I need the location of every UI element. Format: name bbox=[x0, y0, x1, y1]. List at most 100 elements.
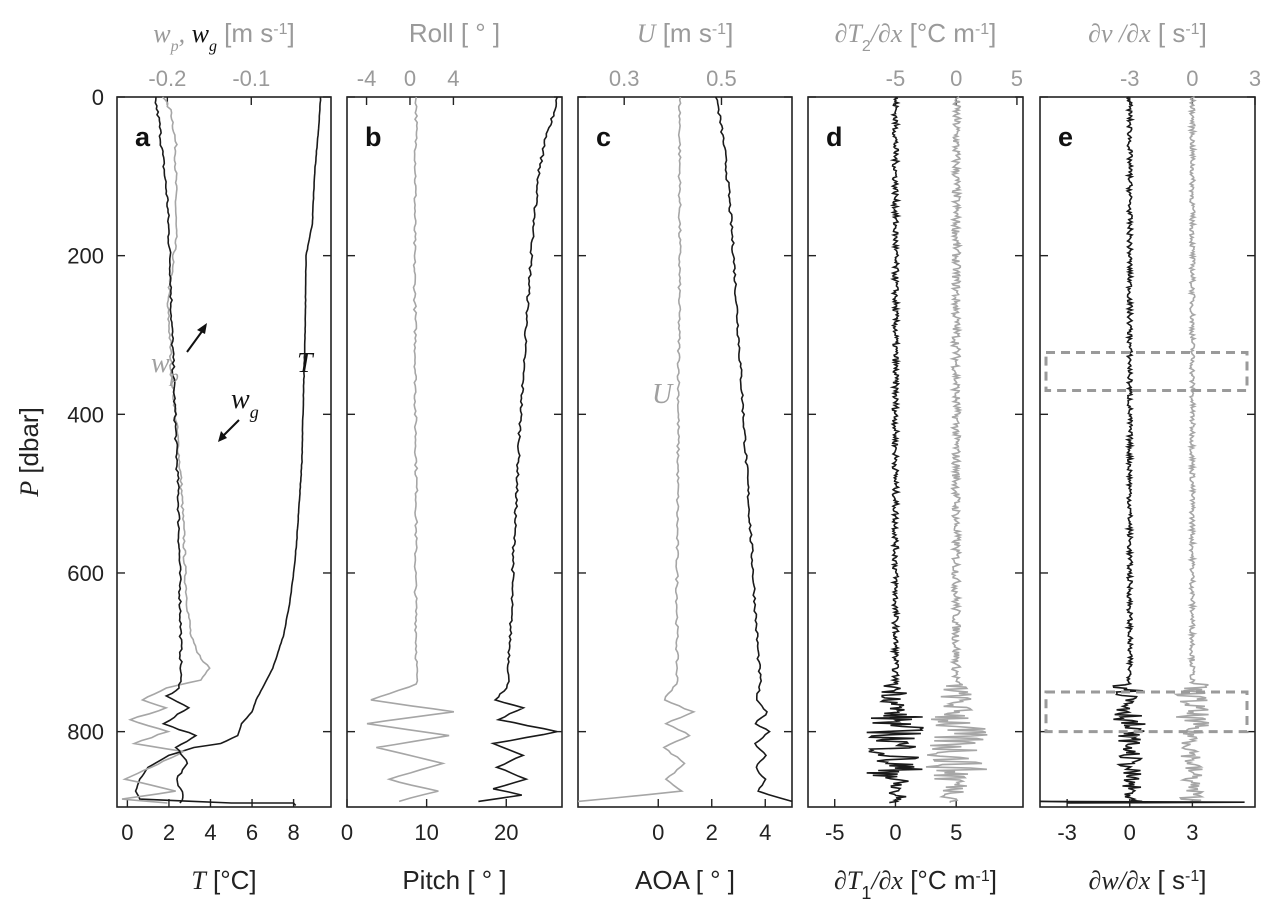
arrowhead-wg bbox=[218, 431, 227, 442]
series-wp-a bbox=[121, 96, 211, 804]
y-axis-unit: [dbar] bbox=[14, 407, 44, 481]
label-part: p bbox=[168, 366, 179, 386]
x-tick-label-bottom: 0 bbox=[889, 820, 901, 845]
x-tick-label-top: -3 bbox=[1120, 66, 1140, 91]
label-part: g bbox=[209, 38, 217, 55]
dashed-box-2 bbox=[1044, 690, 1249, 734]
x-tick-label-bottom: -3 bbox=[1057, 820, 1077, 845]
x-axis-title-top-c: U [m s-1] bbox=[637, 18, 734, 48]
dashed-box-1 bbox=[1044, 350, 1249, 393]
arrow-wg bbox=[222, 419, 240, 437]
label-part: ] bbox=[288, 18, 295, 48]
y-axis-var: P bbox=[15, 481, 44, 498]
y-axis-title-text: P [dbar] bbox=[14, 407, 44, 498]
series-bottom-gradient-e bbox=[1039, 96, 1245, 804]
y-tick-label: 600 bbox=[67, 561, 104, 586]
x-tick-label-top: 0 bbox=[404, 66, 416, 91]
y-tick-label: 400 bbox=[67, 402, 104, 427]
annotation-wp: wp bbox=[151, 348, 179, 386]
panel-letter-d: d bbox=[826, 122, 843, 152]
label-part: -1 bbox=[975, 21, 989, 38]
label-part: p bbox=[170, 38, 179, 55]
x-tick-label-top: -4 bbox=[357, 66, 377, 91]
label-part: ∂T bbox=[835, 19, 864, 48]
label-part: [°C] bbox=[206, 865, 257, 895]
x-tick-label-bottom: 10 bbox=[414, 820, 438, 845]
x-tick-label-top: 0.5 bbox=[706, 66, 737, 91]
x-axis-title-top-b: Roll [ ° ] bbox=[409, 18, 500, 48]
arrow-wp bbox=[186, 329, 204, 353]
x-tick-label-bottom: 8 bbox=[287, 820, 299, 845]
label-part: 2 bbox=[862, 38, 871, 55]
panel-letter-e: e bbox=[1058, 122, 1073, 152]
label-part: -1 bbox=[712, 21, 726, 38]
series-Pitch-b bbox=[478, 96, 559, 803]
y-axis-title: P [dbar] bbox=[14, 407, 44, 498]
x-tick-label-top: -0.1 bbox=[232, 66, 270, 91]
label-part: [m s bbox=[655, 18, 711, 48]
x-axis-title-top-d: ∂T2/∂x [°C m-1] bbox=[835, 18, 997, 55]
x-tick-label-top: 4 bbox=[447, 66, 459, 91]
label-part: , bbox=[179, 19, 192, 48]
x-tick-label-top: 0 bbox=[950, 66, 962, 91]
panel-letter-c: c bbox=[596, 122, 611, 152]
panel-letter-b: b bbox=[365, 122, 382, 152]
label-part: /∂x bbox=[869, 866, 903, 895]
x-axis-title-bottom-a: T [°C] bbox=[191, 865, 256, 895]
x-tick-label-top: -5 bbox=[886, 66, 906, 91]
label-part: ∂w/∂x bbox=[1089, 866, 1151, 895]
x-tick-label-top: -0.2 bbox=[148, 66, 186, 91]
x-tick-label-bottom: 2 bbox=[163, 820, 175, 845]
label-part: 1 bbox=[861, 883, 871, 899]
label-part: [ s bbox=[1151, 18, 1186, 48]
series-wg-a bbox=[154, 96, 198, 804]
label-part: T bbox=[191, 866, 207, 895]
panels-layer: 0 2 4 6 8-0.2 -0.1aT [°C]wp, wg [m s-1]wpwgT0… bbox=[67, 18, 1261, 899]
panel-a-frame bbox=[116, 96, 332, 808]
series-top-gradient-d bbox=[925, 96, 988, 803]
x-tick-label-bottom: 4 bbox=[204, 820, 216, 845]
label-part: ∂v /∂x bbox=[1088, 19, 1151, 48]
x-tick-label-bottom: 4 bbox=[759, 820, 771, 845]
x-tick-label-bottom: 2 bbox=[706, 820, 718, 845]
label-part: /∂x bbox=[869, 19, 903, 48]
panel-d-frame bbox=[807, 96, 1024, 808]
annotation-T: T bbox=[297, 348, 315, 379]
label-part: ] bbox=[1199, 865, 1206, 895]
x-axis-title-bottom-b: Pitch [ ° ] bbox=[402, 865, 506, 895]
label-part: w bbox=[151, 348, 170, 379]
label-part: -1 bbox=[273, 21, 287, 38]
label-part: ] bbox=[1200, 18, 1207, 48]
x-tick-label-bottom: 0 bbox=[121, 820, 133, 845]
x-axis-title-top-a: wp, wg [m s-1] bbox=[153, 18, 295, 55]
x-tick-label-top: 0 bbox=[1186, 66, 1198, 91]
x-tick-label-bottom: 6 bbox=[246, 820, 258, 845]
x-tick-label-bottom: 5 bbox=[950, 820, 962, 845]
annotation-wg: wg bbox=[231, 384, 259, 422]
series-Roll-b bbox=[366, 96, 455, 803]
panel-e-frame bbox=[1039, 96, 1256, 808]
x-axis-title-bottom-e: ∂w/∂x [ s-1] bbox=[1089, 865, 1207, 895]
label-part: ] bbox=[990, 865, 997, 895]
x-axis-title-top-e: ∂v /∂x [ s-1] bbox=[1088, 18, 1207, 48]
label-part: [m s bbox=[217, 18, 273, 48]
panel-b-frame bbox=[346, 96, 563, 808]
x-tick-label-bottom: 0 bbox=[1124, 820, 1136, 845]
series-bottom-gradient-d bbox=[866, 96, 924, 804]
label-part: ∂T bbox=[834, 866, 863, 895]
label-part: ] bbox=[989, 18, 996, 48]
x-tick-label-bottom: 0 bbox=[341, 820, 353, 845]
annotation-U: U bbox=[652, 379, 674, 410]
y-tick-label: 200 bbox=[67, 244, 104, 269]
label-part: U bbox=[637, 19, 658, 48]
label-part: [ s bbox=[1150, 865, 1185, 895]
label-part: w bbox=[192, 19, 210, 48]
series-AOA-c bbox=[577, 96, 696, 803]
series-T-a bbox=[134, 96, 322, 806]
label-part: -1 bbox=[1185, 868, 1199, 885]
x-tick-label-bottom: 0 bbox=[652, 820, 664, 845]
label-part: ] bbox=[726, 18, 733, 48]
y-tick-label: 800 bbox=[67, 720, 104, 745]
label-part: w bbox=[231, 384, 250, 415]
y-tick-label: 0 bbox=[92, 85, 104, 110]
